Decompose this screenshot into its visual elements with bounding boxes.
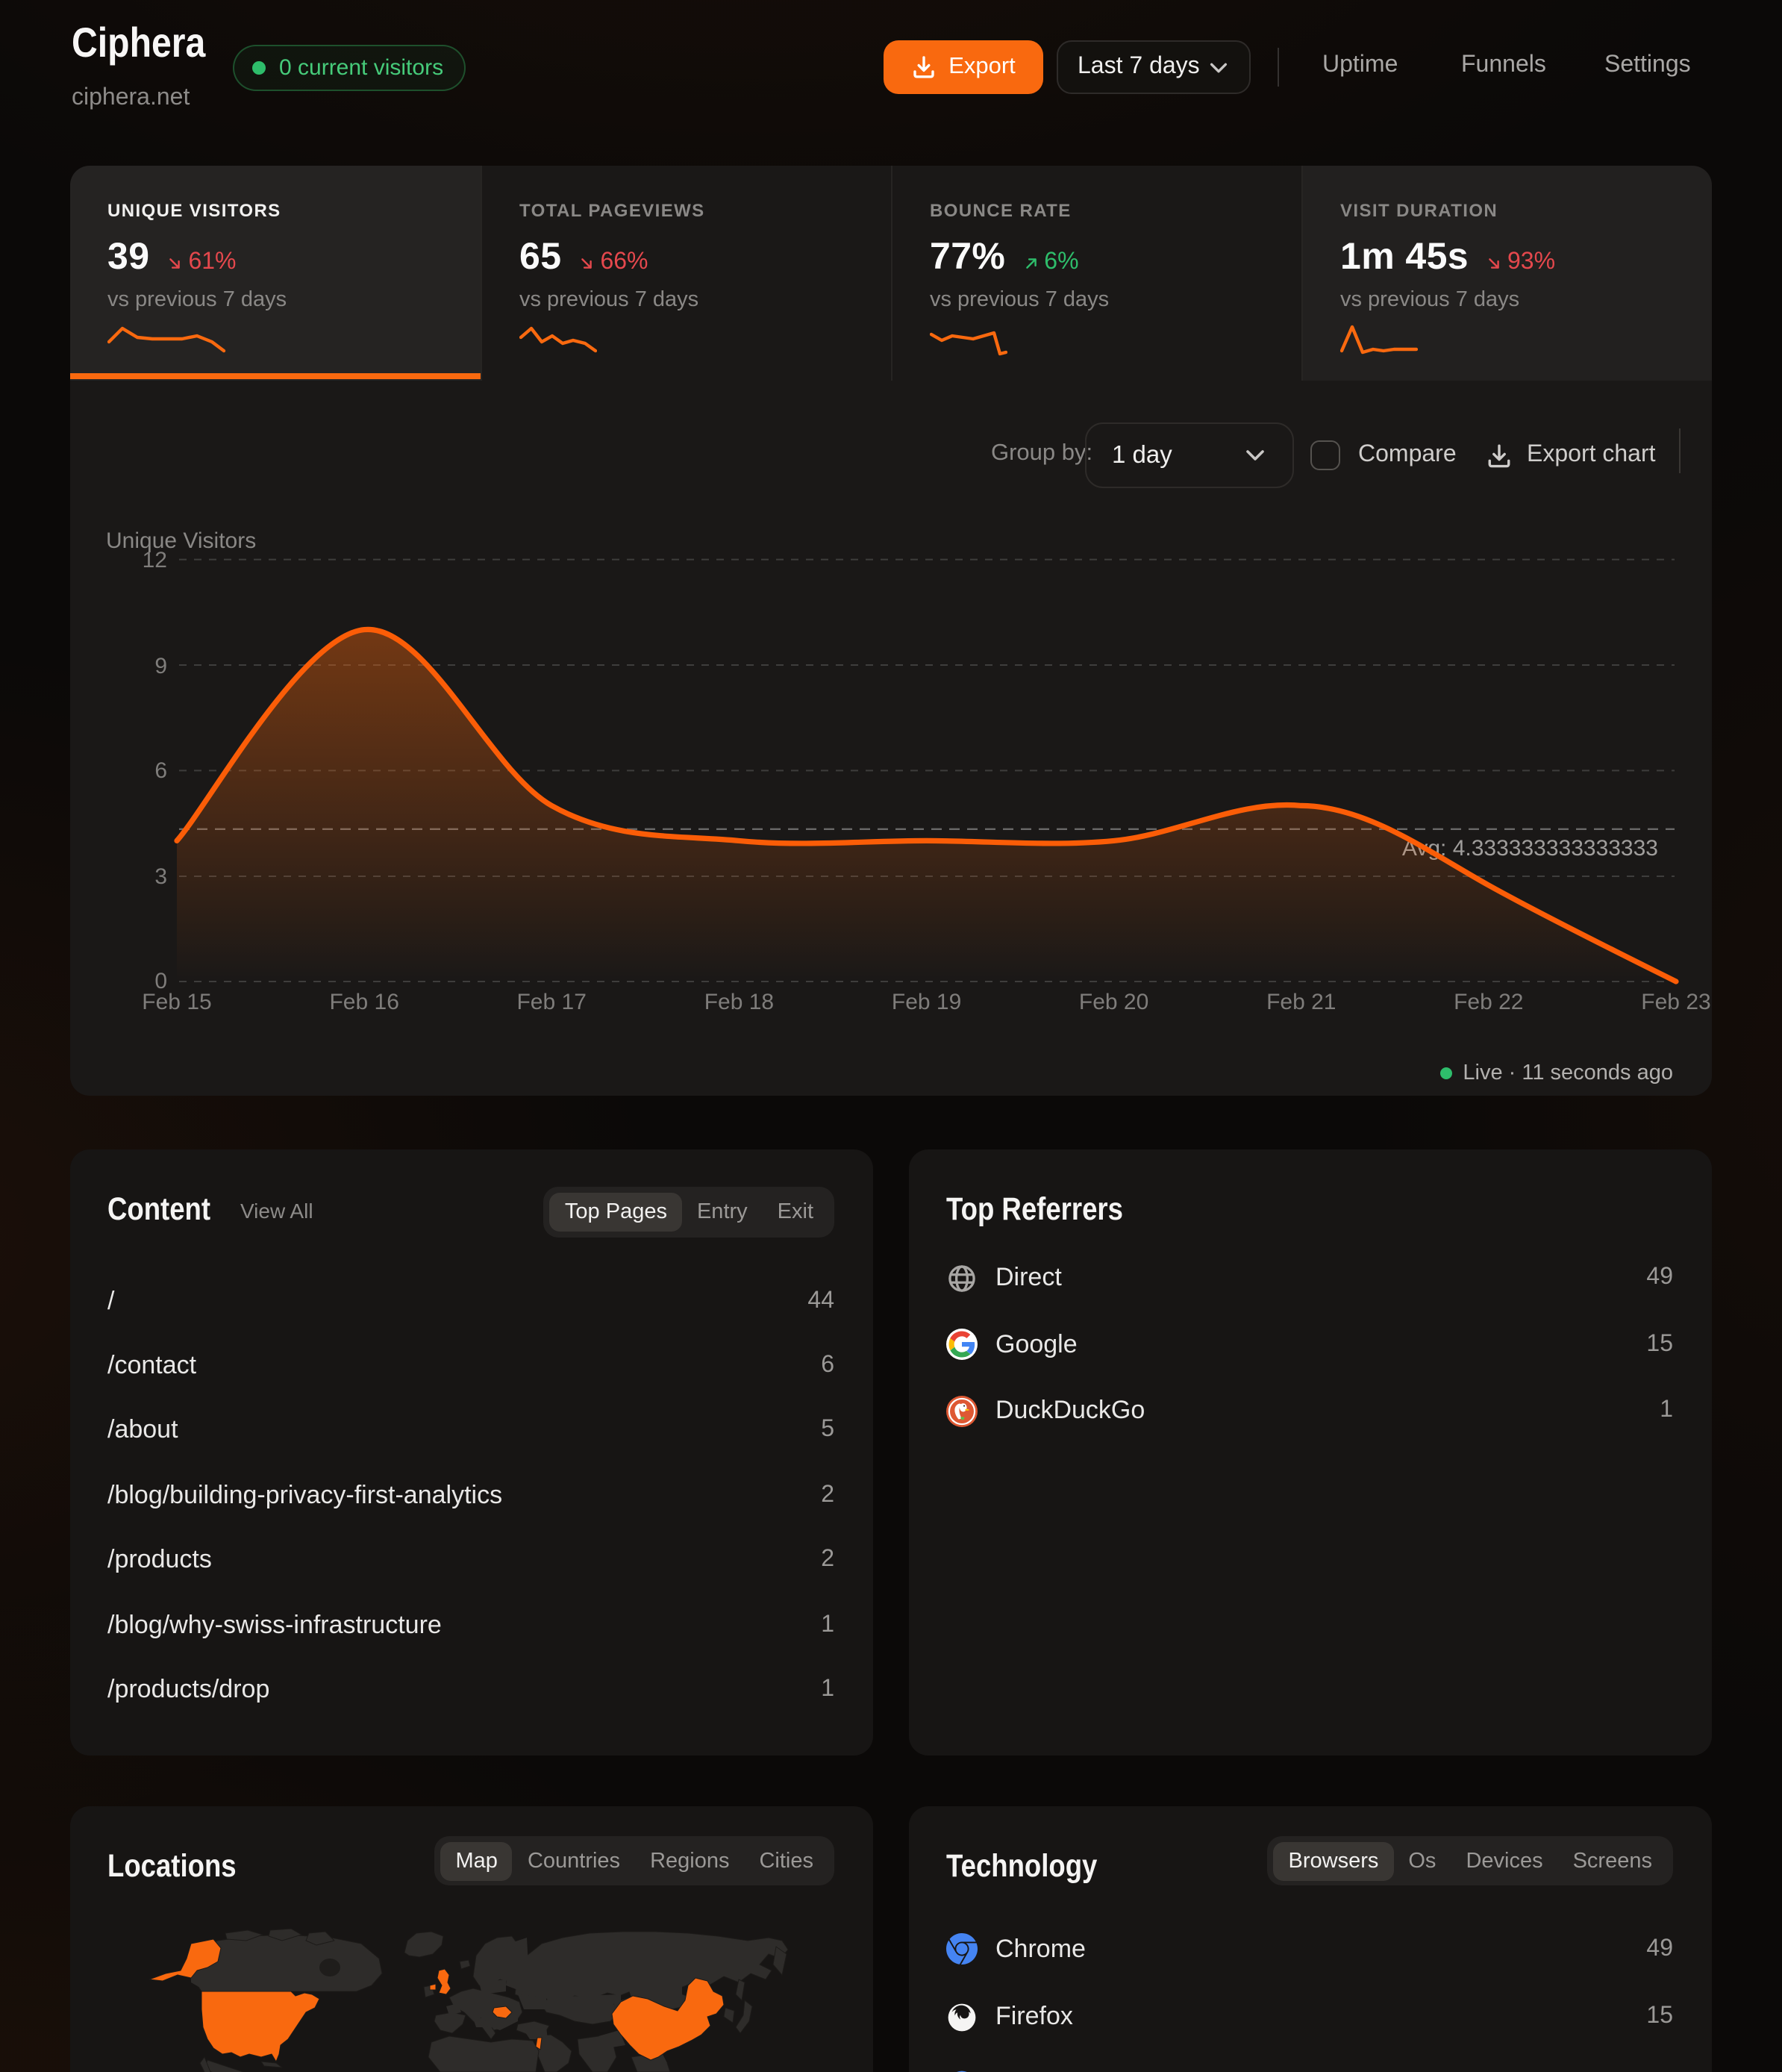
svg-text:12: 12: [143, 548, 167, 572]
svg-text:Feb 23: Feb 23: [1641, 990, 1710, 1014]
svg-text:Feb 20: Feb 20: [1079, 990, 1148, 1014]
svg-text:Feb 19: Feb 19: [892, 990, 961, 1014]
svg-text:Avg: 4.333333333333333: Avg: 4.333333333333333: [1402, 836, 1658, 861]
svg-text:0: 0: [154, 969, 167, 993]
svg-text:3: 3: [154, 864, 167, 889]
svg-text:6: 6: [154, 758, 167, 783]
svg-text:Feb 16: Feb 16: [329, 990, 398, 1014]
svg-text:Feb 18: Feb 18: [704, 990, 774, 1014]
svg-text:Feb 15: Feb 15: [142, 990, 211, 1014]
svg-text:9: 9: [154, 654, 167, 678]
svg-text:Feb 21: Feb 21: [1266, 990, 1336, 1014]
svg-text:Feb 22: Feb 22: [1454, 990, 1523, 1014]
svg-text:Feb 17: Feb 17: [516, 990, 586, 1014]
